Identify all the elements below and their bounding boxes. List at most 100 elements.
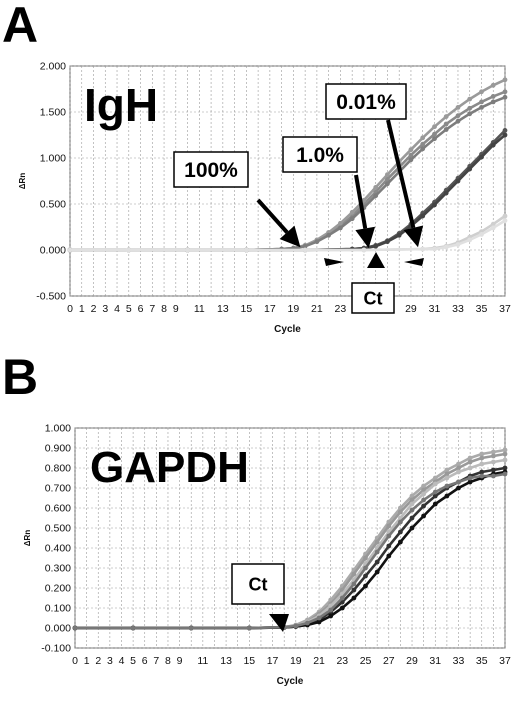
data-point — [467, 455, 473, 461]
x-tick-label: 35 — [476, 303, 488, 315]
data-point — [502, 457, 508, 463]
arrow-001pct-shaft — [386, 119, 416, 229]
y-tick-label: 0.600 — [45, 503, 71, 515]
x-tick-label: 29 — [406, 655, 418, 667]
data-point — [339, 605, 345, 611]
data-point — [467, 479, 473, 485]
ct-marker — [269, 614, 289, 632]
data-point — [385, 239, 390, 245]
panel-letter: B — [2, 349, 39, 405]
annotation-ct-box — [231, 563, 285, 605]
x-tick-label: 3 — [107, 655, 113, 667]
y-tick-label: 1.000 — [40, 153, 66, 165]
x-tick-label: 3 — [102, 303, 108, 315]
annotation-1pct-box — [282, 136, 358, 173]
ct-marker-right — [404, 258, 424, 266]
data-point — [326, 232, 331, 238]
y-tick-label: 1.000 — [45, 423, 71, 435]
arrow-100pct — [256, 198, 301, 248]
ct-marker-left — [324, 258, 344, 266]
data-point — [374, 559, 380, 565]
data-point — [444, 493, 450, 499]
data-point — [351, 595, 357, 601]
data-point — [443, 190, 449, 196]
data-point — [443, 114, 449, 119]
data-point — [490, 221, 496, 227]
x-tick-label: 27 — [383, 655, 395, 667]
data-point — [126, 247, 132, 253]
panel-b: B -0.100 0.000 0.100 0.200 0.300 0.400 0.500 0.… — [0, 349, 520, 705]
data-point — [409, 507, 415, 513]
plot-area — [69, 65, 506, 297]
data-point — [491, 449, 496, 455]
data-point — [398, 539, 403, 545]
data-point — [188, 625, 194, 631]
x-tick-label: 5 — [126, 303, 132, 315]
data-point — [444, 483, 450, 489]
x-tick-label: 4 — [119, 655, 125, 667]
data-point — [432, 481, 438, 487]
x-tick-label: 9 — [173, 303, 179, 315]
data-point — [490, 82, 496, 88]
data-point — [479, 89, 484, 95]
data-point — [432, 131, 437, 137]
x-tick-label: 23 — [336, 655, 348, 667]
data-point — [185, 247, 191, 253]
data-point — [479, 469, 485, 475]
data-point — [363, 583, 368, 589]
data-point — [456, 465, 461, 471]
data-point — [351, 587, 357, 593]
data-point — [443, 244, 449, 250]
data-point — [432, 489, 438, 495]
y-tick-label: -0.100 — [41, 643, 71, 655]
data-point — [328, 613, 334, 619]
data-point — [420, 246, 426, 252]
data-point — [502, 465, 508, 471]
data-point — [420, 146, 426, 152]
chart-title: GAPDH — [90, 443, 249, 492]
data-point — [130, 625, 136, 631]
data-point — [421, 513, 426, 519]
x-tick-label: 13 — [217, 303, 229, 315]
data-point — [444, 475, 450, 481]
annotation-ct: Ct — [231, 563, 285, 605]
x-tick-label: 2 — [91, 303, 97, 315]
data-point — [421, 483, 426, 489]
data-point — [467, 465, 473, 471]
data-point — [432, 124, 437, 130]
annotation-100pct-text: 100% — [184, 159, 238, 182]
y-tick-label: -0.500 — [36, 291, 66, 303]
annotation-1pct: 1.0% — [282, 136, 358, 173]
x-tick-label: 29 — [405, 303, 417, 315]
data-point — [302, 247, 308, 253]
data-point — [490, 94, 496, 99]
data-point — [491, 467, 496, 473]
x-tick-label: 17 — [267, 655, 279, 667]
data-point — [386, 533, 392, 539]
data-point — [502, 94, 508, 100]
x-tick-label: 7 — [149, 303, 155, 315]
arrow-001pct-head — [403, 225, 424, 248]
series-group — [72, 447, 508, 631]
x-tick-label: 9 — [177, 655, 183, 667]
data-point — [349, 209, 355, 215]
data-point — [456, 479, 461, 485]
data-point — [443, 121, 449, 127]
data-point — [386, 523, 392, 529]
data-point — [432, 493, 438, 499]
annotation-ct-text: Ct — [364, 288, 383, 308]
data-point — [479, 99, 484, 105]
data-point — [502, 218, 508, 224]
data-point — [467, 459, 473, 465]
data-point — [479, 455, 485, 461]
annotation-ct: Ct — [351, 282, 395, 314]
annotation-ct-box — [351, 282, 395, 314]
annotation-ct-text: Ct — [249, 574, 268, 594]
x-tick-label: 15 — [241, 303, 253, 315]
data-point — [479, 473, 485, 479]
data-point — [361, 247, 367, 253]
data-point — [421, 497, 426, 503]
data-point — [444, 471, 450, 477]
x-tick-label: 21 — [311, 303, 323, 315]
data-point — [374, 569, 380, 575]
